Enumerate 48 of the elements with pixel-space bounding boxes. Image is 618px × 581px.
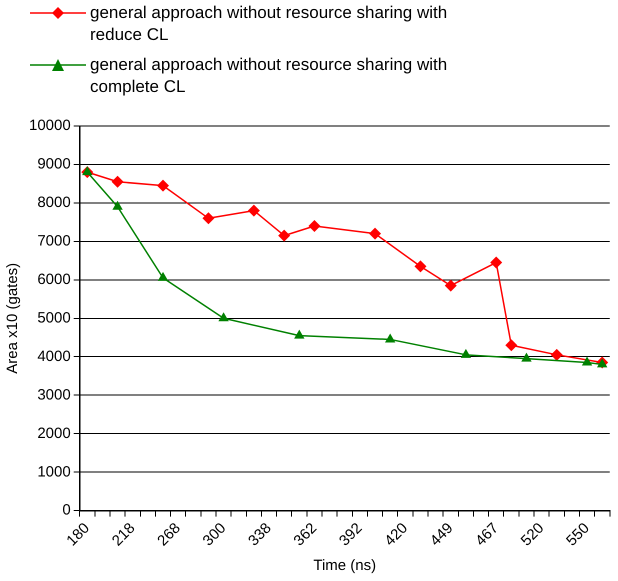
point [490, 256, 502, 269]
x-axis-title: Time (ns) [313, 557, 376, 574]
y-tick-label: 4000 [37, 348, 71, 365]
x-tick-label: 520 [518, 520, 548, 550]
point [460, 348, 472, 358]
point [218, 312, 229, 322]
point [505, 339, 518, 352]
x-tick-label: 550 [563, 520, 593, 550]
point [369, 228, 382, 240]
y-tick-label: 8000 [37, 194, 71, 212]
y-tick-label: 1000 [37, 463, 71, 480]
y-tick-label: 7000 [37, 232, 71, 250]
point [202, 212, 214, 224]
x-tick-label: 180 [63, 520, 94, 550]
point [278, 230, 290, 242]
y-tick-label: 3000 [37, 386, 71, 404]
x-tick-label: 338 [245, 520, 275, 550]
point [112, 176, 124, 188]
point [582, 356, 592, 366]
y-axis-title: Area x10 (gates) [4, 262, 22, 374]
point [384, 333, 396, 342]
x-tick-label: 449 [426, 520, 456, 550]
point [158, 272, 168, 281]
y-tick-label: 2000 [37, 424, 71, 442]
point [294, 330, 304, 339]
x-tick-label: 392 [336, 520, 366, 550]
x-tick-label: 420 [381, 520, 412, 550]
point [444, 280, 457, 292]
point [157, 180, 170, 192]
x-tick-label: 218 [108, 520, 138, 550]
point [550, 348, 563, 361]
y-tick-label: 9000 [37, 156, 71, 173]
point [248, 204, 260, 217]
point [82, 166, 92, 176]
point [112, 200, 123, 210]
y-tick-label: 6000 [37, 270, 71, 288]
point [414, 260, 426, 272]
y-tick-label: 0 [62, 502, 71, 519]
legend-label: general approach without resource sharing with complete CL [90, 54, 448, 98]
x-tick-label: 362 [290, 520, 320, 550]
y-tick-label: 5000 [37, 309, 71, 326]
x-tick-label: 300 [200, 520, 230, 550]
x-tick-label: 268 [154, 520, 184, 550]
y-tick-label: 10000 [28, 117, 71, 134]
point [308, 220, 320, 232]
point [521, 352, 532, 362]
x-tick-label: 467 [472, 520, 502, 550]
legend-label: general approach without resource sharing with reduce CL [90, 2, 448, 46]
